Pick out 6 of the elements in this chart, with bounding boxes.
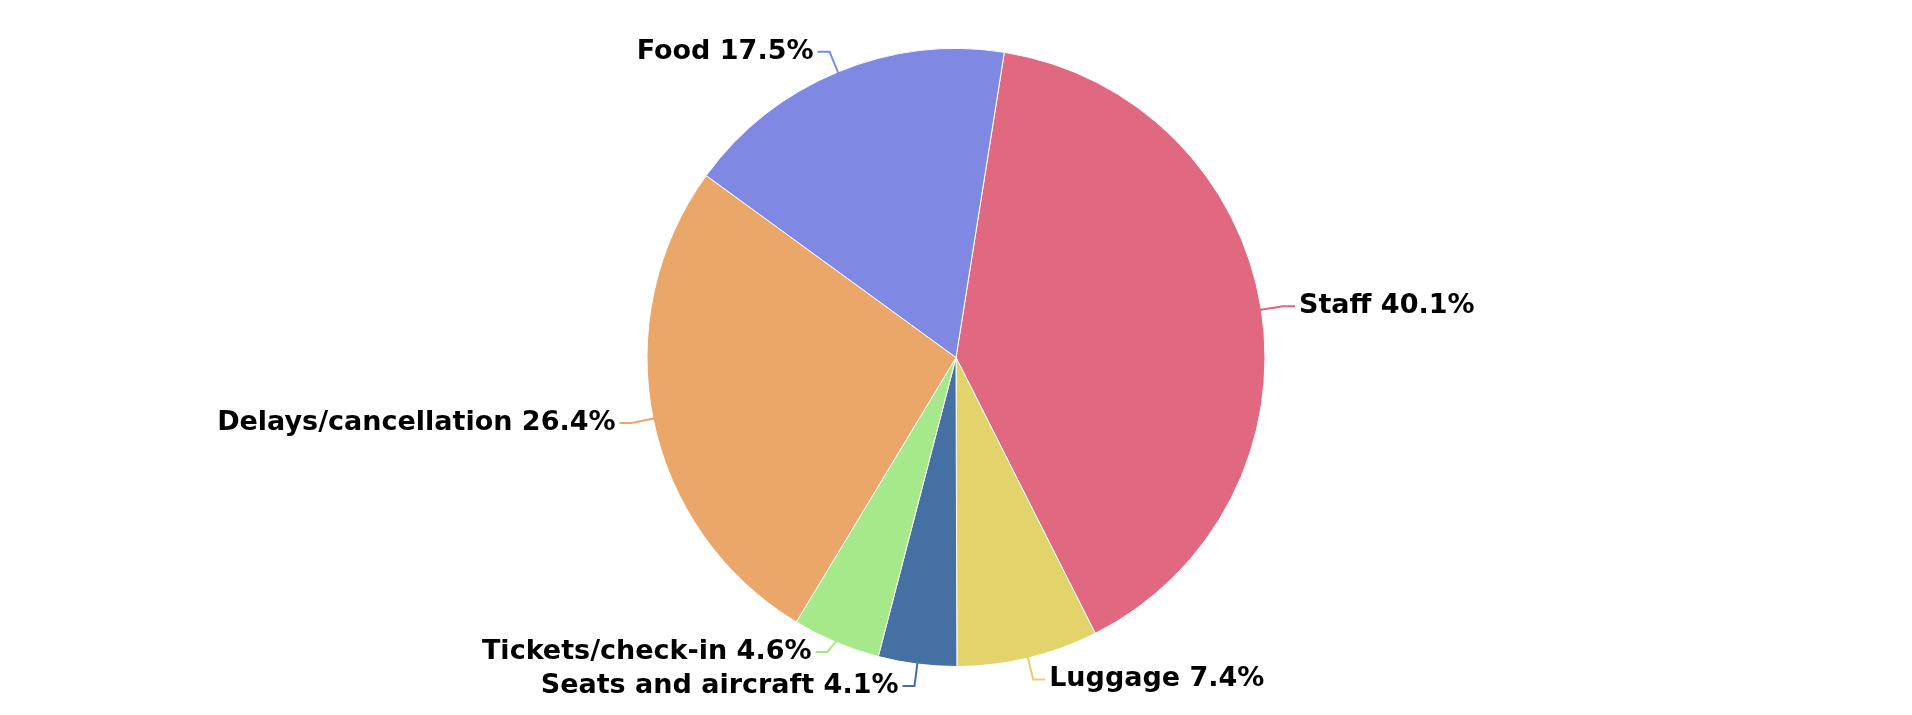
slice-label: Tickets/check-in 4.6% — [481, 633, 812, 665]
slice-label: Delays/cancellation 26.4% — [217, 404, 616, 436]
slice-label: Seats and aircraft 4.1% — [540, 667, 899, 699]
slice-label: Luggage 7.4% — [1049, 661, 1265, 693]
slice-label: Staff 40.1% — [1299, 288, 1475, 320]
slice-label: Food 17.5% — [636, 33, 814, 65]
